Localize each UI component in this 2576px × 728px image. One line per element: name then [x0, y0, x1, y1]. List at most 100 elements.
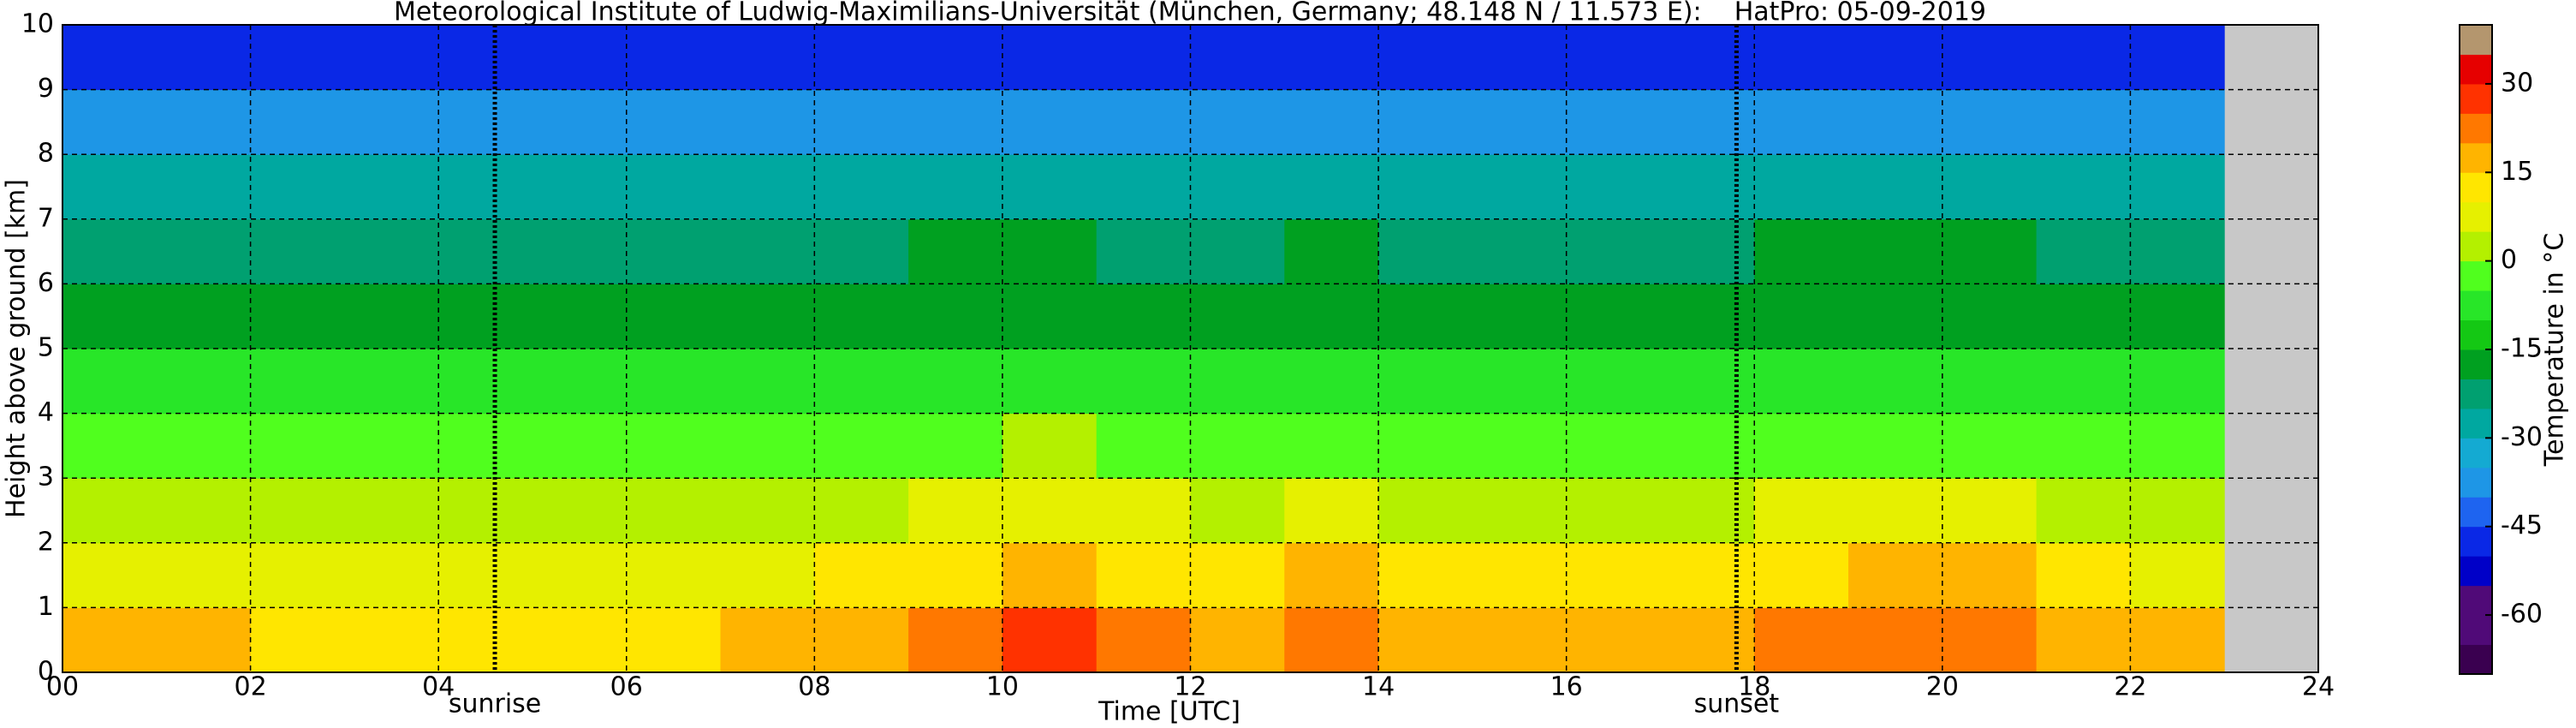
colorbar-band — [2460, 438, 2492, 468]
colorbar-tick-label: 0 — [2501, 245, 2517, 275]
y-tick-label: 4 — [38, 397, 54, 427]
heatmap-cell — [2130, 218, 2225, 284]
heatmap-cell — [156, 218, 252, 284]
heatmap-cell — [344, 25, 439, 91]
heatmap-cell — [1942, 542, 2038, 608]
heatmap-cell — [1002, 542, 1098, 608]
heatmap-cell — [156, 413, 252, 479]
heatmap-cell — [720, 154, 815, 220]
heatmap-cell — [2036, 478, 2131, 544]
colorbar-band — [2460, 408, 2492, 439]
heatmap-cell — [1754, 607, 1849, 673]
heatmap-cell — [814, 283, 909, 349]
heatmap-cell — [62, 349, 158, 415]
heatmap-cell — [1378, 25, 1473, 91]
colorbar-band — [2460, 113, 2492, 144]
heatmap-cell — [1096, 89, 1191, 155]
heatmap-cell — [1378, 349, 1473, 415]
x-tick-label: 08 — [798, 672, 830, 702]
heatmap-cell — [250, 607, 345, 673]
annotation-label: sunrise — [449, 689, 541, 719]
heatmap-cell — [626, 478, 722, 544]
colorbar-band — [2460, 231, 2492, 262]
x-tick-label: 22 — [2114, 672, 2146, 702]
heatmap-cell — [814, 218, 909, 284]
heatmap-cell — [814, 89, 909, 155]
heatmap-cell — [1190, 25, 1285, 91]
x-tick-label: 14 — [1362, 672, 1395, 702]
heatmap-cell — [1190, 89, 1285, 155]
heatmap-cell — [1660, 89, 1755, 155]
heatmap-cell — [1190, 478, 1285, 544]
heatmap-cell — [720, 283, 815, 349]
heatmap-cell — [814, 478, 909, 544]
y-tick-label: 0 — [38, 657, 54, 687]
heatmap-cell — [2036, 413, 2131, 479]
heatmap-cell — [438, 542, 533, 608]
y-axis-label: Height above ground [km] — [2, 179, 32, 518]
heatmap-cell — [1848, 154, 1943, 220]
heatmap-cell — [2036, 607, 2131, 673]
colorbar-band — [2460, 54, 2492, 85]
heatmap-cell — [2036, 283, 2131, 349]
heatmap-cell — [1190, 607, 1285, 673]
heatmap-cell — [1096, 283, 1191, 349]
colorbar-band — [2460, 526, 2492, 557]
colorbar-tick-label: -60 — [2501, 600, 2543, 630]
heatmap-cell — [1284, 89, 1379, 155]
x-tick-label: 06 — [610, 672, 643, 702]
heatmap-cell — [1190, 283, 1285, 349]
x-axis-label: Time [UTC] — [1098, 697, 1240, 727]
heatmap-cell — [1848, 89, 1943, 155]
heatmap-cell — [908, 283, 1003, 349]
heatmap-cell — [1942, 607, 2038, 673]
heatmap-cell — [532, 478, 628, 544]
x-tick-label: 00 — [46, 672, 79, 702]
heatmap-cell — [908, 413, 1003, 479]
heatmap-cell — [1566, 283, 1661, 349]
heatmap-cell — [250, 154, 345, 220]
heatmap-cell — [156, 542, 252, 608]
heatmap-cell — [908, 154, 1003, 220]
heatmap-cell — [1754, 218, 1849, 284]
heatmap-cell — [1472, 478, 1568, 544]
heatmap-cell — [720, 218, 815, 284]
heatmap-cell — [62, 542, 158, 608]
heatmap-cell — [1472, 349, 1568, 415]
heatmap-cell — [1848, 218, 1943, 284]
heatmap-cell — [250, 413, 345, 479]
heatmap-cell — [438, 218, 533, 284]
heatmap-cell — [1002, 25, 1098, 91]
heatmap-cell — [1754, 89, 1849, 155]
heatmap-cell — [1378, 607, 1473, 673]
heatmap-cell — [1284, 413, 1379, 479]
heatmap-cell — [626, 542, 722, 608]
heatmap-cell — [250, 478, 345, 544]
heatmap-cell — [2130, 283, 2225, 349]
heatmap-cell — [1284, 283, 1379, 349]
heatmap-cell — [626, 25, 722, 91]
heatmap-cell — [1284, 25, 1379, 91]
heatmap-cell — [908, 478, 1003, 544]
heatmap-cell — [908, 349, 1003, 415]
heatmap-cell — [1002, 89, 1098, 155]
heatmap-cell — [62, 478, 158, 544]
heatmap-cell — [438, 283, 533, 349]
heatmap-cell — [62, 25, 158, 91]
heatmap-cell — [1096, 607, 1191, 673]
heatmap-cell — [532, 154, 628, 220]
colorbar-band — [2460, 467, 2492, 498]
heatmap-cell — [1942, 89, 2038, 155]
heatmap-cell — [720, 413, 815, 479]
heatmap-cell — [344, 349, 439, 415]
y-tick-label: 3 — [38, 462, 54, 492]
heatmap-cell — [1378, 413, 1473, 479]
heatmap-cell — [1378, 89, 1473, 155]
heatmap-cell — [1002, 349, 1098, 415]
heatmap-cell — [908, 25, 1003, 91]
heatmap-cell — [1096, 218, 1191, 284]
heatmap-cell — [2130, 154, 2225, 220]
heatmap-cell — [2130, 89, 2225, 155]
heatmap-cell — [2130, 607, 2225, 673]
